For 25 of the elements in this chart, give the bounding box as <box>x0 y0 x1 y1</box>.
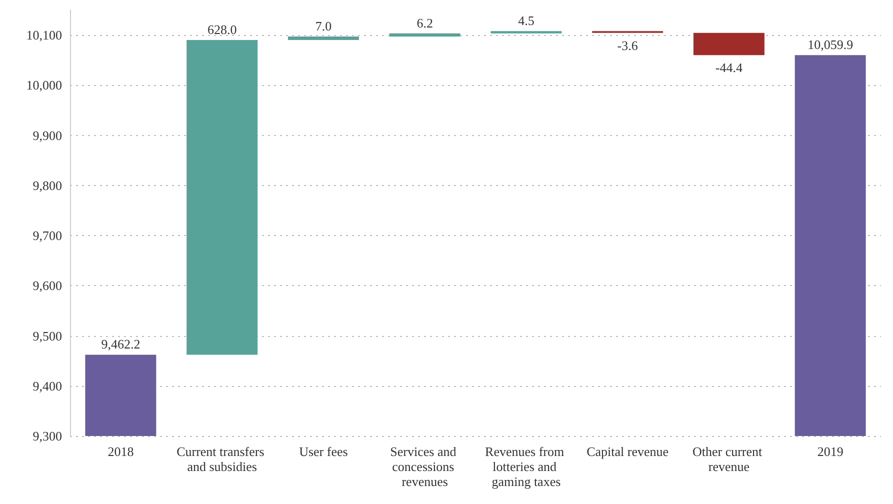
x-tick-label: Revenues from lotteries and gaming taxes <box>485 444 568 489</box>
x-tick-label: Current transfers and subsidies <box>176 444 268 474</box>
y-tick-label: 9,700 <box>32 228 62 244</box>
data-label: 9,462.2 <box>101 336 140 352</box>
x-tick-label: Other current revenue <box>692 444 766 474</box>
data-label: 7.0 <box>315 18 332 34</box>
y-tick-label: 9,800 <box>32 178 62 193</box>
data-label: 10,059.9 <box>808 37 854 52</box>
y-tick-label: 9,400 <box>32 378 62 394</box>
y-tick-label: 10,100 <box>26 28 62 43</box>
x-tick-label: User fees <box>299 444 348 459</box>
y-tick-label: 9,600 <box>32 278 62 294</box>
y-tick-label: 10,000 <box>26 78 62 93</box>
data-label: 4.5 <box>518 13 534 28</box>
x-tick-label: 2018 <box>108 444 134 459</box>
x-tick-label: Capital revenue <box>586 444 669 459</box>
y-tick-label: 9,300 <box>32 428 62 444</box>
y-tick-label: 9,900 <box>32 128 62 143</box>
data-label: -44.4 <box>715 60 743 76</box>
data-label: 6.2 <box>416 15 433 30</box>
y-tick-label: 9,500 <box>32 328 62 344</box>
x-tick-label: Services and concessions revenues <box>390 444 460 489</box>
data-label: -3.6 <box>617 38 638 53</box>
x-tick-label: 2019 <box>817 444 844 459</box>
data-label: 628.0 <box>207 22 237 37</box>
